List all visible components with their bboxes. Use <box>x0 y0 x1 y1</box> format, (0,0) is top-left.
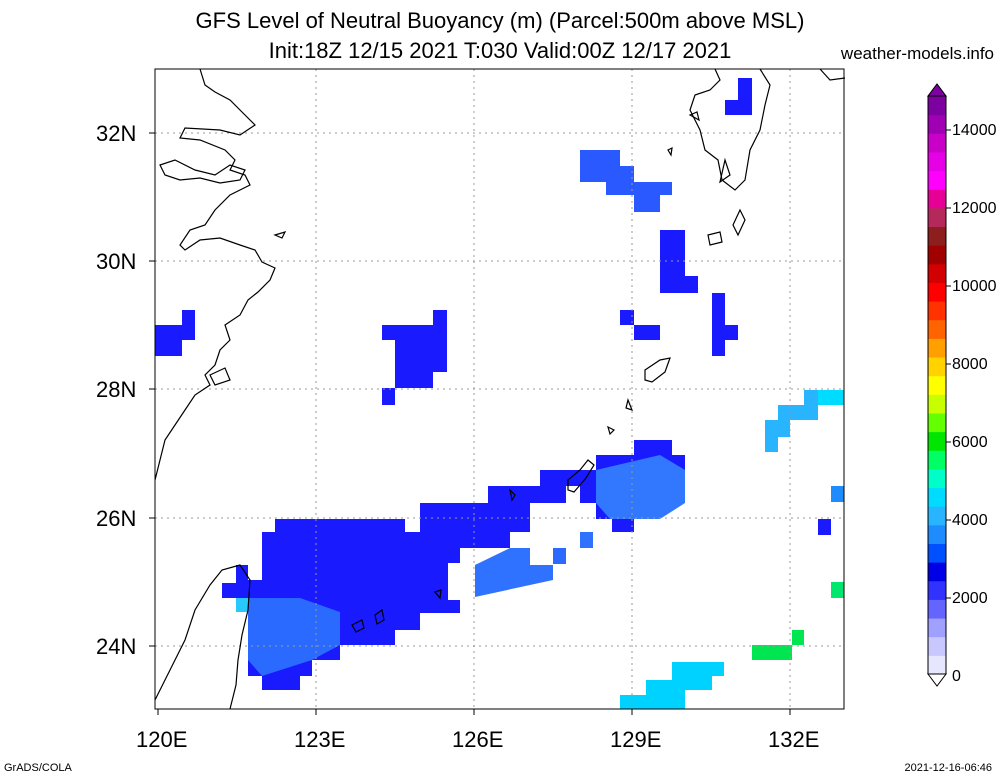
lon-label-126e: 126E <box>452 727 504 752</box>
lnb-blob-29n-e <box>712 293 738 356</box>
amami-island <box>644 357 671 383</box>
lnb-cell <box>580 532 593 548</box>
colorbar-min-arrow <box>927 673 947 687</box>
source-label: weather-models.info <box>840 44 994 63</box>
lat-label-32n: 32N <box>96 121 137 146</box>
lnb-blob-27n-cyan2 <box>818 390 844 405</box>
colorbar-segment <box>928 524 946 544</box>
colorbar-label-6000: 6000 <box>952 434 988 451</box>
colorbar-max-arrow <box>927 83 947 97</box>
lnb-blob-28n-124e <box>382 310 447 405</box>
init-valid-text: Init:18Z 12/15 2021 T:030 Valid:00Z 12/1… <box>268 38 732 63</box>
lnb-blob-32n <box>725 78 752 115</box>
colorbar-segment <box>928 506 946 526</box>
colorbar-label-2000: 2000 <box>952 590 988 607</box>
lnb-cell <box>831 486 844 502</box>
lat-label-26n: 26N <box>96 506 137 531</box>
lat-label-30n: 30N <box>96 249 137 274</box>
colorbar-segment <box>928 114 946 134</box>
colorbar-segment <box>928 170 946 190</box>
colorbar-segment <box>928 636 946 656</box>
lnb-blob-27n-cyan <box>765 390 844 452</box>
lat-label-24n: 24N <box>96 634 137 659</box>
map-area <box>149 68 846 715</box>
graticule <box>155 69 844 709</box>
footer-software: GrADS/COLA <box>4 762 72 774</box>
lon-label-123e: 123E <box>294 727 346 752</box>
colorbar-segment <box>928 412 946 433</box>
china-coast <box>154 68 276 481</box>
colorbar-segment <box>928 207 946 228</box>
lnb-cell <box>553 548 566 564</box>
lnb-cell <box>818 519 831 535</box>
lon-label-132e: 132E <box>768 727 820 752</box>
okinawa-island <box>567 459 595 493</box>
colorbar-label-4000: 4000 <box>952 512 988 529</box>
colorbar-segment <box>928 450 946 470</box>
lnb-blob-31n <box>580 150 672 212</box>
colorbar-segment <box>928 263 946 283</box>
lnb-blob-green <box>752 630 804 660</box>
lon-label-129e: 129E <box>610 727 662 752</box>
colorbar-label-12000: 12000 <box>952 200 997 217</box>
colorbar-segment <box>928 189 946 209</box>
colorbar-segment <box>928 543 946 563</box>
colorbar-segment <box>928 487 946 507</box>
lon-label-120e: 120E <box>136 727 188 752</box>
ishigaki-island <box>351 619 365 633</box>
lnb-field <box>155 78 844 709</box>
taiwan-coast <box>154 564 251 710</box>
colorbar-segment <box>928 357 946 377</box>
colorbar-label-10000: 10000 <box>952 278 997 295</box>
lnb-blob-23n <box>620 662 724 709</box>
colorbar-segment <box>928 655 946 675</box>
lnb-cell-green <box>831 582 844 598</box>
chart-title: GFS Level of Neutral Buoyancy (m) (Parce… <box>195 8 805 33</box>
colorbar-segment <box>928 151 946 172</box>
colorbar-segment <box>928 468 946 489</box>
lnb-band-light-2 <box>596 455 685 519</box>
footer-timestamp: 2021-12-16-06:46 <box>904 762 992 774</box>
colorbar-border <box>927 95 947 675</box>
lnb-blob-coast <box>155 310 195 356</box>
lat-label-28n: 28N <box>96 377 137 402</box>
lnb-band-light-3 <box>475 548 553 597</box>
colorbar-segment <box>928 133 946 153</box>
colorbar-segment <box>928 431 946 451</box>
colorbar <box>927 83 951 687</box>
lnb-cell-cyan <box>236 598 248 612</box>
chart-subtitle: Init:18Z 12/15 2021 T:030 Valid:00Z 12/1… <box>0 38 1000 64</box>
colorbar-segment <box>928 338 946 358</box>
colorbar-label-8000: 8000 <box>952 356 988 373</box>
colorbar-segment <box>928 580 946 600</box>
colorbar-segment <box>928 394 946 414</box>
colorbar-segment <box>928 301 946 321</box>
colorbar-segment <box>928 599 946 619</box>
colorbar-segment <box>928 282 946 302</box>
colorbar-segment <box>928 96 946 116</box>
colorbar-label-14000: 14000 <box>952 122 997 139</box>
colorbar-segment <box>928 562 946 582</box>
axis-ticks <box>149 132 791 715</box>
lnb-band-light <box>248 598 340 676</box>
colorbar-segment <box>928 319 946 339</box>
colorbar-segment <box>928 375 946 395</box>
colorbar-label-0: 0 <box>952 668 961 685</box>
colorbar-segment <box>928 226 946 246</box>
lnb-blob-29n <box>620 310 660 340</box>
colorbar-segment <box>928 618 946 638</box>
colorbar-segment <box>928 245 946 265</box>
japan-kyushu <box>689 68 846 191</box>
coastlines <box>154 68 846 710</box>
